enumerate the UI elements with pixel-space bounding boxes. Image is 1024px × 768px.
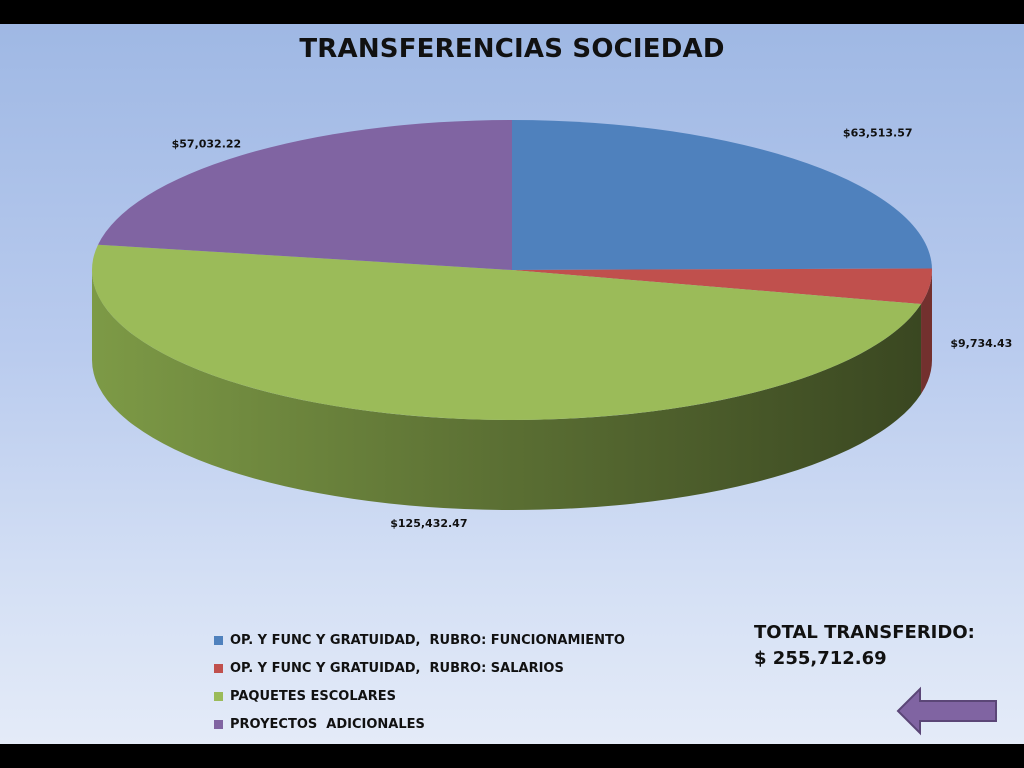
pie-chart: $63,513.57 $9,734.43 $125,432.47 $57,032.22 <box>91 119 1012 530</box>
legend-item: OP. Y FUNC Y GRATUIDAD, RUBRO: FUNCIONAM… <box>214 626 625 654</box>
pie-slice-side <box>921 270 932 395</box>
total-box: TOTAL TRANSFERIDO: $ 255,712.69 <box>754 620 975 672</box>
legend-label: PAQUETES ESCOLARES <box>230 688 396 704</box>
left-arrow-icon[interactable] <box>896 686 1000 736</box>
legend: OP. Y FUNC Y GRATUIDAD, RUBRO: FUNCIONAM… <box>214 626 625 738</box>
pie-slice <box>98 119 512 270</box>
legend-label: OP. Y FUNC Y GRATUIDAD, RUBRO: SALARIOS <box>230 660 564 676</box>
data-label: $63,513.57 <box>843 127 913 140</box>
legend-item: PAQUETES ESCOLARES <box>214 682 625 710</box>
pie-slice <box>91 244 922 421</box>
legend-label: PROYECTOS ADICIONALES <box>230 716 425 732</box>
legend-swatch <box>214 635 223 645</box>
total-label: TOTAL TRANSFERIDO: <box>754 622 975 643</box>
legend-swatch <box>214 663 223 673</box>
legend-item: OP. Y FUNC Y GRATUIDAD, RUBRO: SALARIOS <box>214 654 625 682</box>
pie-slice <box>512 120 932 270</box>
data-label: $57,032.22 <box>172 137 242 150</box>
pie-slice <box>512 268 932 305</box>
legend-swatch <box>214 719 223 729</box>
total-value: $ 255,712.69 <box>754 648 887 669</box>
data-label: $9,734.43 <box>950 337 1012 350</box>
data-label: $125,432.47 <box>390 517 467 530</box>
legend-swatch <box>214 691 223 701</box>
chart-title: TRANSFERENCIAS SOCIEDAD <box>299 34 725 64</box>
legend-label: OP. Y FUNC Y GRATUIDAD, RUBRO: FUNCIONAM… <box>230 632 625 648</box>
back-button[interactable] <box>896 686 997 736</box>
legend-item: PROYECTOS ADICIONALES <box>214 710 625 738</box>
slide: TRANSFERENCIAS SOCIEDAD $63,513.57 $9,734… <box>0 24 1024 744</box>
pie-slice-side <box>92 270 922 511</box>
